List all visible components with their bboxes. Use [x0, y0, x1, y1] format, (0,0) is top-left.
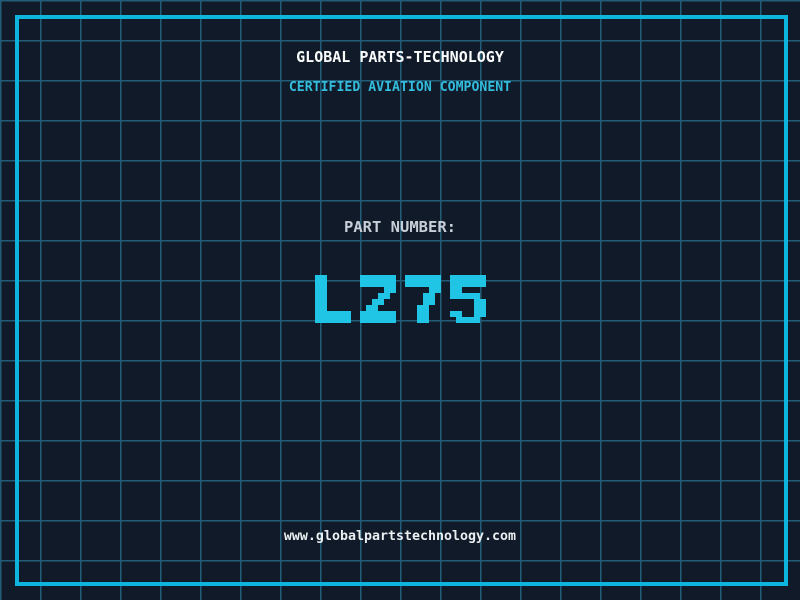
part-number-glyph [449, 275, 486, 323]
part-number-glyph [359, 275, 396, 323]
part-number-glyph [404, 275, 441, 323]
part-number-value [0, 275, 800, 323]
website-url: www.globalpartstechnology.com [283, 529, 517, 544]
certification-subtitle: CERTIFIED AVIATION COMPONENT [288, 80, 512, 95]
part-number-glyph [314, 275, 351, 323]
border-frame [15, 15, 788, 586]
part-number-label: PART NUMBER: [344, 218, 456, 236]
company-title: GLOBAL PARTS-TECHNOLOGY [296, 48, 504, 66]
